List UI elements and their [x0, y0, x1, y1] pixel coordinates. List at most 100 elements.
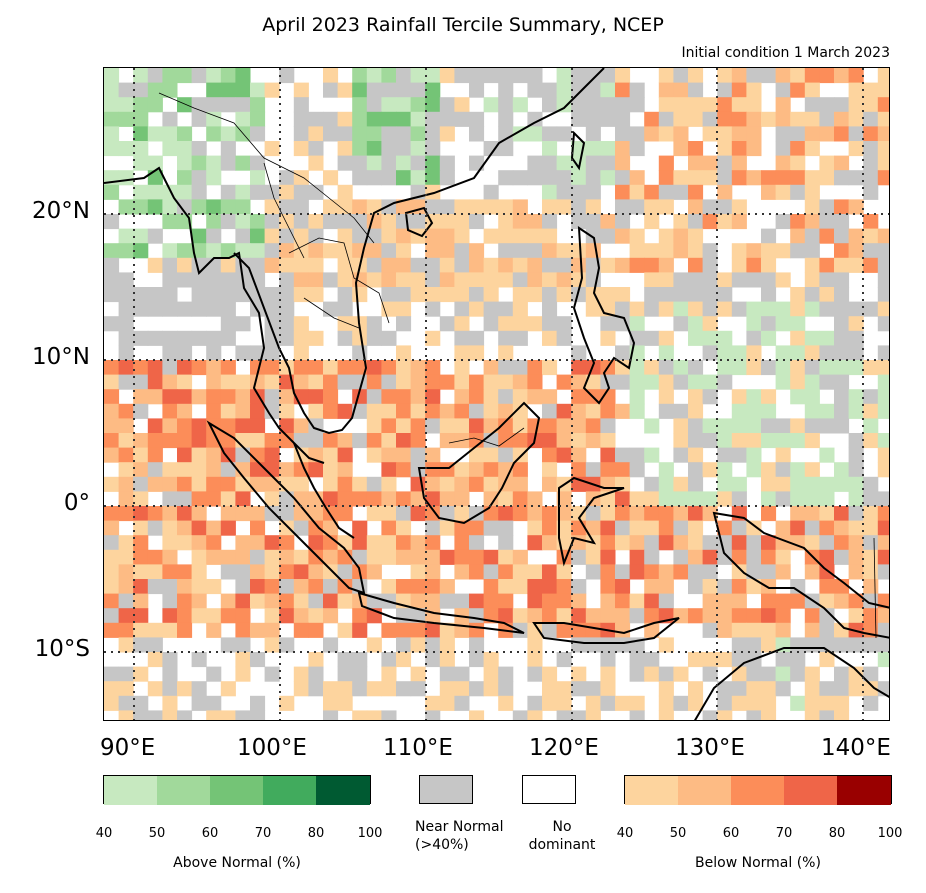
tercile-cell: [877, 637, 889, 653]
tercile-cell: [542, 155, 558, 171]
tercile-cell: [206, 476, 222, 492]
tercile-cell: [877, 374, 889, 390]
tercile-cell: [585, 214, 601, 230]
tercile-cell: [220, 243, 236, 259]
tercile-cell: [396, 433, 412, 449]
tercile-cell: [658, 491, 674, 507]
tercile-cell: [673, 214, 689, 230]
tercile-cell: [556, 579, 572, 595]
tercile-cell: [454, 506, 470, 522]
tercile-cell: [585, 506, 601, 522]
tercile-cell: [863, 564, 879, 580]
tercile-cell: [235, 374, 251, 390]
tercile-cell: [104, 141, 120, 157]
tercile-cell: [848, 257, 864, 273]
tercile-cell: [512, 462, 528, 478]
tercile-cell: [688, 184, 704, 200]
tercile-cell: [104, 579, 120, 595]
tercile-cell: [834, 637, 850, 653]
tercile-cell: [293, 272, 309, 288]
tercile-cell: [804, 564, 820, 580]
tercile-cell: [512, 360, 528, 376]
tercile-cell: [571, 111, 587, 127]
tercile-cell: [498, 681, 514, 697]
tercile-cell: [454, 287, 470, 303]
tercile-cell: [469, 330, 485, 346]
tercile-cell: [834, 301, 850, 317]
tercile-cell: [731, 403, 747, 419]
tercile-cell: [717, 126, 733, 142]
tercile-cell: [352, 199, 368, 215]
tercile-cell: [220, 316, 236, 332]
tercile-cell: [673, 360, 689, 376]
tercile-cell: [323, 579, 339, 595]
tercile-cell: [761, 243, 777, 259]
tercile-cell: [264, 622, 280, 638]
tercile-cell: [162, 462, 178, 478]
tercile-cell: [352, 141, 368, 157]
tercile-cell: [308, 564, 324, 580]
tercile-cell: [425, 462, 441, 478]
tercile-cell: [629, 506, 645, 522]
tercile-cell: [454, 330, 470, 346]
tercile-cell: [834, 593, 850, 609]
tercile-cell: [731, 155, 747, 171]
tercile-cell: [454, 462, 470, 478]
tercile-cell: [731, 389, 747, 405]
tercile-cell: [410, 622, 426, 638]
tercile-cell: [556, 184, 572, 200]
tercile-cell: [162, 111, 178, 127]
tercile-cell: [337, 214, 353, 230]
tercile-cell: [293, 214, 309, 230]
tercile-cell: [381, 170, 397, 186]
tercile-cell: [834, 681, 850, 697]
above-seg-3: [210, 776, 263, 805]
tercile-cell: [410, 170, 426, 186]
tercile-cell: [118, 228, 134, 244]
tercile-cell: [425, 389, 441, 405]
tercile-cell: [323, 608, 339, 624]
tercile-cell: [206, 389, 222, 405]
tercile-cell: [220, 82, 236, 98]
tercile-cell: [439, 520, 455, 536]
tercile-cell: [323, 637, 339, 653]
tercile-cell: [220, 520, 236, 536]
tercile-cell: [863, 579, 879, 595]
tercile-cell: [804, 403, 820, 419]
tercile-cell: [235, 97, 251, 113]
tercile-cell: [133, 374, 149, 390]
tercile-cell: [264, 564, 280, 580]
tercile-cell: [293, 666, 309, 682]
tercile-cell: [323, 170, 339, 186]
tercile-cell: [498, 301, 514, 317]
tercile-cell: [366, 228, 382, 244]
tercile-cell: [673, 82, 689, 98]
tercile-cell: [366, 374, 382, 390]
tercile-cell: [352, 666, 368, 682]
tercile-cell: [717, 272, 733, 288]
tercile-cell: [498, 345, 514, 361]
tercile-cell: [279, 170, 295, 186]
tercile-cell: [220, 126, 236, 142]
tercile-cell: [220, 447, 236, 463]
tercile-cell: [454, 535, 470, 551]
tercile-cell: [162, 652, 178, 668]
tercile-cell: [308, 111, 324, 127]
tercile-cell: [220, 710, 236, 720]
tercile-cell: [118, 170, 134, 186]
tercile-cell: [162, 476, 178, 492]
tercile-cell: [469, 520, 485, 536]
below-tick: 80: [828, 826, 846, 841]
tercile-cell: [104, 681, 120, 697]
tercile-cell: [177, 506, 193, 522]
tercile-cell: [834, 257, 850, 273]
tercile-cell: [498, 82, 514, 98]
tercile-cell: [688, 170, 704, 186]
tercile-cell: [542, 608, 558, 624]
tercile-cell: [410, 579, 426, 595]
tercile-cell: [673, 695, 689, 711]
tercile-cell: [542, 97, 558, 113]
tercile-cell: [104, 666, 120, 682]
tercile-cell: [191, 695, 207, 711]
tercile-cell: [746, 68, 762, 84]
